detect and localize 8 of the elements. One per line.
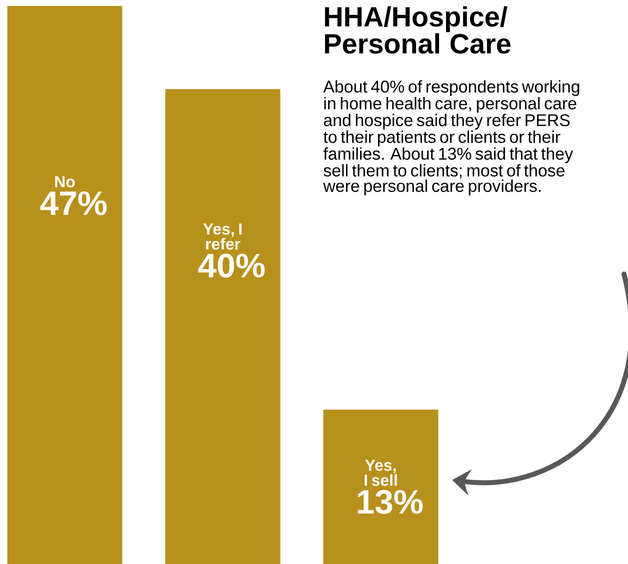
data-label: 40%	[198, 254, 265, 278]
data-label: 13%	[358, 490, 423, 514]
data-label: 47%	[40, 191, 107, 216]
x-tick-label: Yes, I sell	[364, 460, 397, 486]
x-tick-label: No	[55, 176, 75, 188]
chart-title: HHA/Hospice/ Personal Care	[325, 6, 510, 54]
x-tick-label: Yes, I refer	[203, 224, 242, 250]
annotation: About 40% of respondents working in home health care, personal care and hospice said they refer PERS to their patients or clients or their families. About 13% said that they sell them to clients; most of those were personal care providers.	[323, 80, 580, 196]
